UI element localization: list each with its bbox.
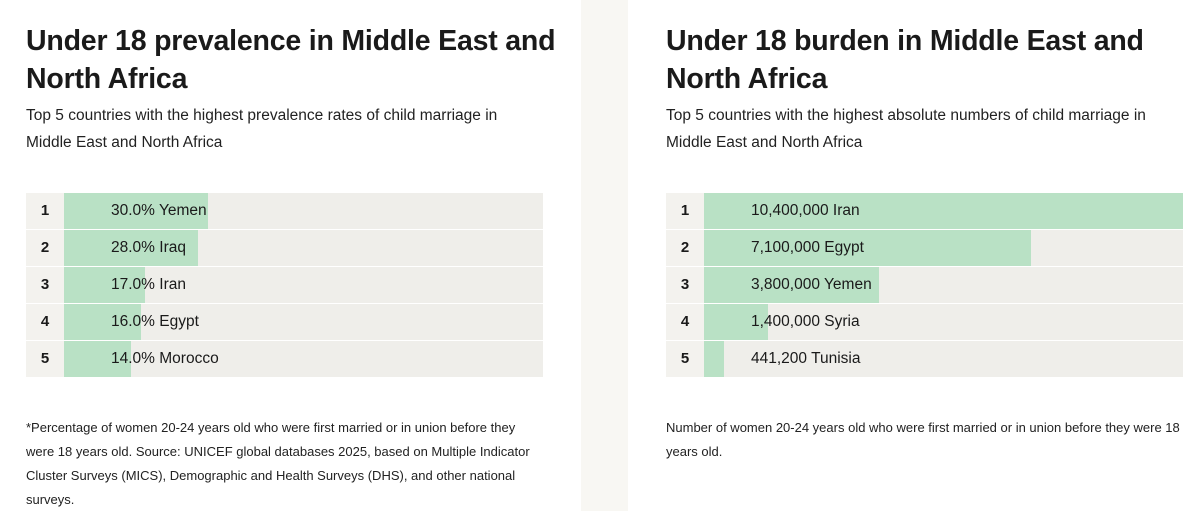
bar <box>64 341 132 377</box>
rank: 2 <box>26 230 64 266</box>
bar <box>64 304 141 340</box>
rank: 3 <box>666 267 704 303</box>
category-label: Morocco <box>159 350 219 367</box>
bar-label: 7,100,000 Egypt <box>751 230 864 266</box>
bar-row: 2 7,100,000 Egypt <box>666 230 1183 266</box>
value-label: 441,200 <box>751 350 808 367</box>
category-label: Yemen <box>158 202 207 219</box>
bar-label: 17.0% Iran <box>111 267 186 303</box>
value-label: 30.0% <box>111 202 155 219</box>
rank: 5 <box>666 341 704 377</box>
category-label: Iran <box>159 276 186 293</box>
chart-panel: Under 18 burden in Middle East and North… <box>666 22 1183 459</box>
bar-label: 10,400,000 Iran <box>751 193 860 229</box>
bar <box>64 267 146 303</box>
bar-track: 3,800,000 Yemen <box>704 267 1183 303</box>
bar-label: 1,400,000 Syria <box>751 304 860 340</box>
rank: 1 <box>666 193 704 229</box>
category-label: Syria <box>824 313 860 330</box>
value-label: 28.0% <box>111 239 155 256</box>
value-label: 3,800,000 <box>751 276 820 293</box>
bar <box>704 230 1031 266</box>
bar-list: 1 10,400,000 Iran 2 7,100,000 Egypt 3 3,800,0… <box>666 193 1183 378</box>
category-label: Tunisia <box>811 350 861 367</box>
bar-row: 1 10,400,000 Iran <box>666 193 1183 229</box>
bar-row: 3 17.0% Iran <box>26 267 543 303</box>
rank: 1 <box>26 193 64 229</box>
bar-track: 17.0% Iran <box>64 267 543 303</box>
category-label: Iran <box>832 202 860 219</box>
category-label: Egypt <box>159 313 199 330</box>
rank: 4 <box>26 304 64 340</box>
chart-subtitle: Top 5 countries with the highest absolut… <box>666 107 1146 151</box>
bar <box>704 341 725 377</box>
rank: 3 <box>26 267 64 303</box>
bar <box>64 230 199 266</box>
bar-label: 441,200 Tunisia <box>751 341 860 377</box>
bar-track: 16.0% Egypt <box>64 304 543 340</box>
bar-label: 30.0% Yemen <box>111 193 207 229</box>
bar-track: 28.0% Iraq <box>64 230 543 266</box>
bar-track: 7,100,000 Egypt <box>704 230 1183 266</box>
rank: 4 <box>666 304 704 340</box>
bar-label: 16.0% Egypt <box>111 304 199 340</box>
bar-row: 2 28.0% Iraq <box>26 230 543 266</box>
bar-row: 5 441,200 Tunisia <box>666 341 1183 377</box>
bar <box>64 193 208 229</box>
bar-label: 14.0% Morocco <box>111 341 219 377</box>
bar-row: 4 16.0% Egypt <box>26 304 543 340</box>
bar-list: 1 30.0% Yemen 2 28.0% Iraq 3 17.0% Iran 4 16.0%… <box>26 193 543 378</box>
bar-track: 30.0% Yemen <box>64 193 543 229</box>
value-label: 10,400,000 <box>751 202 829 219</box>
chart-title: Under 18 prevalence in Middle East and N… <box>26 25 556 95</box>
bar <box>704 304 769 340</box>
value-label: 1,400,000 <box>751 313 820 330</box>
footnote: *Percentage of women 20-24 years old who… <box>26 420 530 507</box>
bar-row: 5 14.0% Morocco <box>26 341 543 377</box>
category-label: Iraq <box>159 239 186 256</box>
value-label: 16.0% <box>111 313 155 330</box>
bar-track: 1,400,000 Syria <box>704 304 1183 340</box>
divider <box>581 0 628 511</box>
bar-row: 1 30.0% Yemen <box>26 193 543 229</box>
bar <box>704 267 880 303</box>
category-label: Yemen <box>824 276 872 293</box>
bar-label: 28.0% Iraq <box>111 230 186 266</box>
footnote: Number of women 20-24 years old who were… <box>666 420 1180 459</box>
bar-track: 10,400,000 Iran <box>704 193 1183 229</box>
chart-title: Under 18 burden in Middle East and North… <box>666 25 1144 95</box>
value-label: 14.0% <box>111 350 155 367</box>
chart-subtitle: Top 5 countries with the highest prevale… <box>26 107 498 151</box>
bar-row: 3 3,800,000 Yemen <box>666 267 1183 303</box>
rank: 5 <box>26 341 64 377</box>
bar <box>704 193 1183 229</box>
rank: 2 <box>666 230 704 266</box>
value-label: 7,100,000 <box>751 239 820 256</box>
chart-panel: Under 18 prevalence in Middle East and N… <box>26 22 556 507</box>
bar-track: 441,200 Tunisia <box>704 341 1183 377</box>
bar-label: 3,800,000 Yemen <box>751 267 872 303</box>
category-label: Egypt <box>824 239 864 256</box>
bar-row: 4 1,400,000 Syria <box>666 304 1183 340</box>
bar-track: 14.0% Morocco <box>64 341 543 377</box>
value-label: 17.0% <box>111 276 155 293</box>
